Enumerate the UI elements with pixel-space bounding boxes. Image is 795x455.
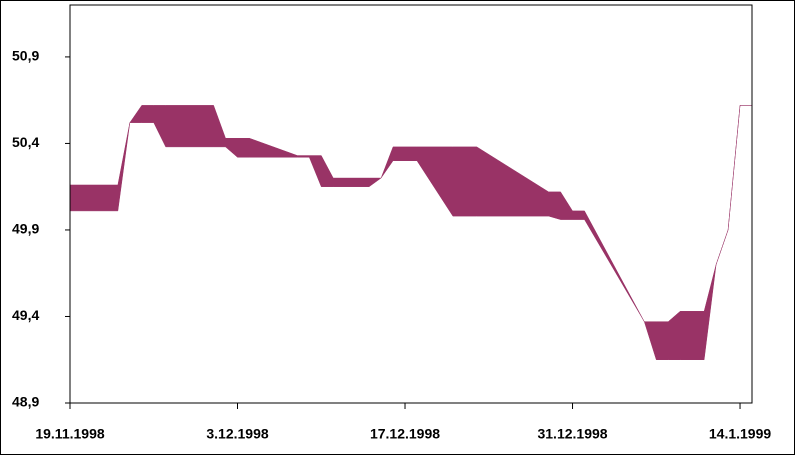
x-tick-label: 14.1.1999 bbox=[709, 426, 771, 442]
range-area bbox=[69, 105, 752, 360]
y-tick-label: 49,4 bbox=[12, 307, 39, 323]
plot-frame bbox=[69, 4, 753, 404]
x-tick-label: 19.11.1998 bbox=[35, 426, 105, 442]
x-tick-label: 17.12.1998 bbox=[370, 426, 440, 442]
y-tick-label: 50,9 bbox=[12, 48, 39, 64]
x-tick-label: 31.12.1998 bbox=[537, 426, 607, 442]
x-tick-label: 3.12.1998 bbox=[206, 426, 268, 442]
y-tick-label: 49,9 bbox=[12, 221, 39, 237]
y-tick-label: 50,4 bbox=[12, 134, 39, 150]
y-tick-label: 48,9 bbox=[12, 394, 39, 410]
